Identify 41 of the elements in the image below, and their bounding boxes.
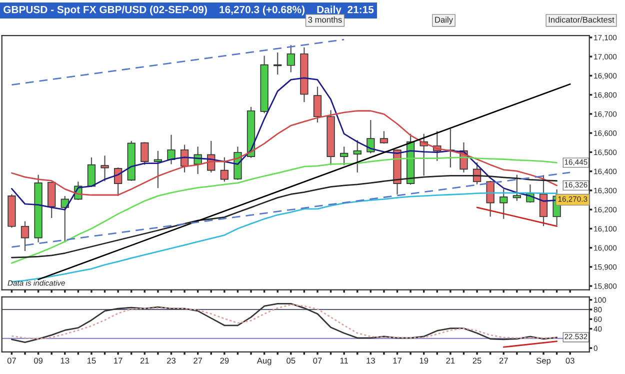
- x-tick-label: 19: [420, 358, 428, 364]
- text: Indicator/Backtest: [548, 16, 614, 23]
- candlestick: [167, 134, 176, 165]
- candlestick: [380, 130, 388, 144]
- candlestick: [500, 188, 508, 220]
- x-tick-label: 11: [340, 358, 348, 364]
- x-tick-label: 17: [114, 358, 122, 364]
- x-tick-label: 21: [140, 358, 149, 364]
- x-tick-label: 15: [87, 358, 96, 364]
- text: Daily: [435, 16, 453, 24]
- text: 3 months: [308, 16, 342, 23]
- x-tick-label: 07: [7, 358, 16, 364]
- x-tick-label: 09: [34, 358, 43, 364]
- x-tick-label: 29: [220, 358, 229, 364]
- candlestick: [340, 146, 348, 166]
- candlestick: [486, 180, 494, 218]
- candlestick: [100, 155, 109, 182]
- candlestick: [353, 140, 362, 173]
- candlestick: [313, 86, 322, 124]
- candlestick: [220, 156, 229, 182]
- x-tick-label: Sep: [536, 358, 551, 366]
- candlestick: [20, 220, 30, 252]
- x-tick-label: 21: [446, 358, 455, 364]
- x-tick-label: 07: [313, 358, 322, 364]
- x-tick-label: 23: [167, 358, 176, 364]
- x-tick-label: 25: [472, 358, 482, 364]
- candlestick: [512, 174, 521, 202]
- x-tick-label: 17: [393, 358, 402, 364]
- candlestick: [140, 142, 149, 166]
- candlestick: [154, 150, 162, 189]
- chart-title: GBPUSD - Spot FX GBP/USD (02-SEP-09) 16,270.3 (+0.68%) Daily 21:15: [4, 6, 374, 16]
- x-tick-label: 03: [566, 358, 574, 364]
- x-tick-label: 27: [499, 358, 508, 364]
- candlestick: [539, 174, 548, 227]
- candlestick: [87, 156, 96, 188]
- candlestick: [286, 44, 295, 73]
- x-tick-label: 05: [286, 358, 296, 364]
- x-tick-label: 13: [60, 358, 70, 364]
- x-tick-label: Aug: [256, 358, 272, 366]
- x-tick-label: 27: [194, 358, 202, 364]
- x-tick-label: 13: [366, 358, 375, 364]
